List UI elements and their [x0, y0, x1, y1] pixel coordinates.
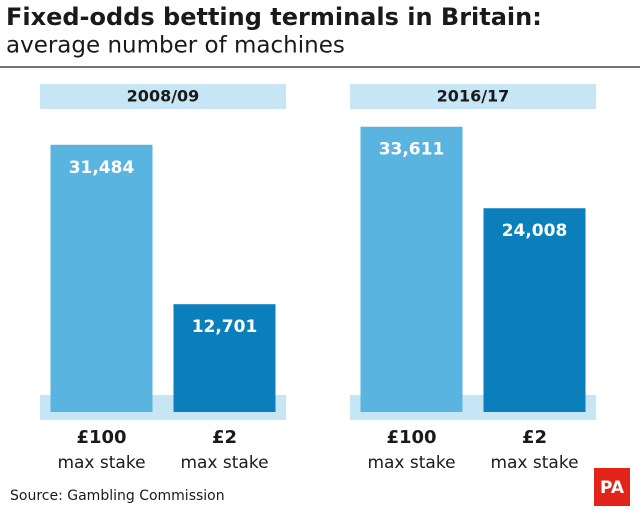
category-caption: max stake — [180, 453, 268, 473]
panel-header — [350, 84, 596, 109]
category-caption: max stake — [367, 453, 455, 473]
panel-title: 2016/17 — [437, 87, 510, 106]
bar — [173, 304, 276, 412]
category-label: £100 — [386, 427, 436, 448]
bar — [360, 126, 463, 412]
chart-subtitle: average number of machines — [6, 33, 345, 59]
value-label: 24,008 — [502, 221, 568, 241]
source: Source: Gambling Commission — [10, 488, 225, 504]
panel-title: 2008/09 — [127, 87, 200, 106]
bar — [50, 144, 153, 412]
category-label: £2 — [522, 427, 547, 448]
value-label: 31,484 — [69, 158, 135, 178]
category-label: £100 — [76, 427, 126, 448]
category-caption: max stake — [57, 453, 145, 473]
logo: PA — [600, 478, 625, 498]
value-label: 33,611 — [379, 140, 445, 160]
category-label: £2 — [212, 427, 237, 448]
chart-title: Fixed-odds betting terminals in Britain: — [6, 3, 542, 31]
panel-header — [40, 84, 286, 109]
category-caption: max stake — [490, 453, 578, 473]
logo-box — [594, 468, 630, 506]
value-label: 12,701 — [192, 317, 258, 337]
bar — [483, 208, 586, 412]
